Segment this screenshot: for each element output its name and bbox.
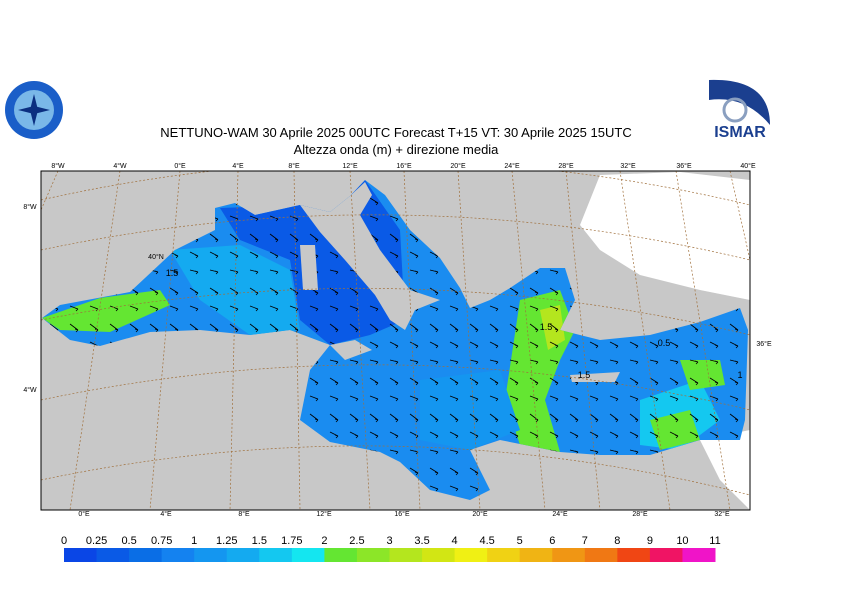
legend-label: 0.5 bbox=[121, 535, 136, 547]
graticule-label: 16°E bbox=[394, 510, 410, 518]
legend-label: 4.5 bbox=[480, 535, 495, 547]
legend-label: 7 bbox=[582, 535, 588, 547]
title: NETTUNO-WAM 30 Aprile 2025 00UTC Forecas… bbox=[160, 125, 631, 140]
legend-swatch bbox=[129, 548, 163, 562]
logo-text: ISMAR bbox=[714, 124, 766, 141]
graticule-label: 24°E bbox=[504, 162, 520, 170]
legend-swatch bbox=[324, 548, 358, 562]
logo-left bbox=[5, 81, 63, 139]
legend-swatch bbox=[194, 548, 228, 562]
graticule-label: 32°E bbox=[620, 162, 636, 170]
legend-swatch bbox=[259, 548, 293, 562]
graticule-label: 8°W bbox=[23, 203, 37, 211]
graticule-label: 0°E bbox=[174, 162, 186, 170]
legend-label: 1 bbox=[191, 535, 197, 547]
legend-label: 3.5 bbox=[414, 535, 429, 547]
legend-swatch bbox=[291, 548, 325, 562]
graticule-label: 8°W bbox=[51, 162, 65, 170]
legend-label: 2.5 bbox=[349, 535, 364, 547]
legend-label: 11 bbox=[709, 535, 720, 547]
legend-swatch bbox=[454, 548, 488, 562]
legend-label: 1.25 bbox=[216, 535, 237, 547]
legend-swatch bbox=[356, 548, 390, 562]
legend-swatch bbox=[389, 548, 423, 562]
graticule-label: 20°E bbox=[472, 510, 488, 518]
legend-label: 10 bbox=[676, 535, 688, 547]
graticule-label: 36°E bbox=[756, 340, 772, 348]
graticule-label: 28°E bbox=[558, 162, 574, 170]
legend-label: 4 bbox=[452, 535, 458, 547]
legend-label: 9 bbox=[647, 535, 653, 547]
legend-label: 1.5 bbox=[252, 535, 267, 547]
graticule-label: 36°E bbox=[676, 162, 692, 170]
contour-label: 1.5 bbox=[578, 370, 591, 380]
legend-swatch bbox=[226, 548, 260, 562]
legend-label: 5 bbox=[517, 535, 523, 547]
graticule-label: 28°E bbox=[632, 510, 648, 518]
legend-label: 2 bbox=[321, 535, 327, 547]
logo-right: ISMAR bbox=[709, 79, 771, 141]
graticule-label: 16°E bbox=[396, 162, 412, 170]
legend-swatch bbox=[584, 548, 618, 562]
graticule-label: 4°W bbox=[23, 386, 37, 394]
legend-label: 6 bbox=[549, 535, 555, 547]
legend-label: 1.75 bbox=[281, 535, 302, 547]
legend-label: 0.75 bbox=[151, 535, 172, 547]
graticule-label: 12°E bbox=[316, 510, 332, 518]
graticule-label: 4°E bbox=[160, 510, 172, 518]
contour-label: 1.5 bbox=[540, 322, 553, 332]
legend-label: 8 bbox=[614, 535, 620, 547]
graticule-label: 4°E bbox=[232, 162, 244, 170]
legend-label: 0.25 bbox=[86, 535, 107, 547]
legend-swatch bbox=[649, 548, 683, 562]
graticule-label: 0°E bbox=[78, 510, 90, 518]
graticule-label: 32°E bbox=[714, 510, 730, 518]
legend-swatch bbox=[617, 548, 651, 562]
legend-label: 3 bbox=[386, 535, 392, 547]
legend-swatch bbox=[422, 548, 456, 562]
graticule-label: 20°E bbox=[450, 162, 466, 170]
map bbox=[41, 171, 750, 510]
contour-label: 0.5 bbox=[658, 338, 671, 348]
legend-swatch bbox=[96, 548, 130, 562]
contour-label: 1 bbox=[737, 370, 742, 380]
legend-swatch bbox=[552, 548, 586, 562]
legend-label: 0 bbox=[61, 535, 67, 547]
legend-swatch bbox=[161, 548, 195, 562]
legend-swatch bbox=[64, 548, 98, 562]
graticule-label: 40°N bbox=[148, 253, 164, 261]
graticule-label: 4°W bbox=[113, 162, 127, 170]
graticule-label: 24°E bbox=[552, 510, 568, 518]
legend-swatch bbox=[519, 548, 553, 562]
subtitle: Altezza onda (m) + direzione media bbox=[294, 142, 500, 157]
graticule-label: 8°E bbox=[288, 162, 300, 170]
contour-label: 1.5 bbox=[166, 268, 179, 278]
legend-swatch bbox=[682, 548, 716, 562]
legend-swatch bbox=[487, 548, 521, 562]
graticule-label: 12°E bbox=[342, 162, 358, 170]
map-frame bbox=[40, 170, 751, 511]
graticule-label: 40°E bbox=[740, 162, 756, 170]
graticule-label: 8°E bbox=[238, 510, 250, 518]
